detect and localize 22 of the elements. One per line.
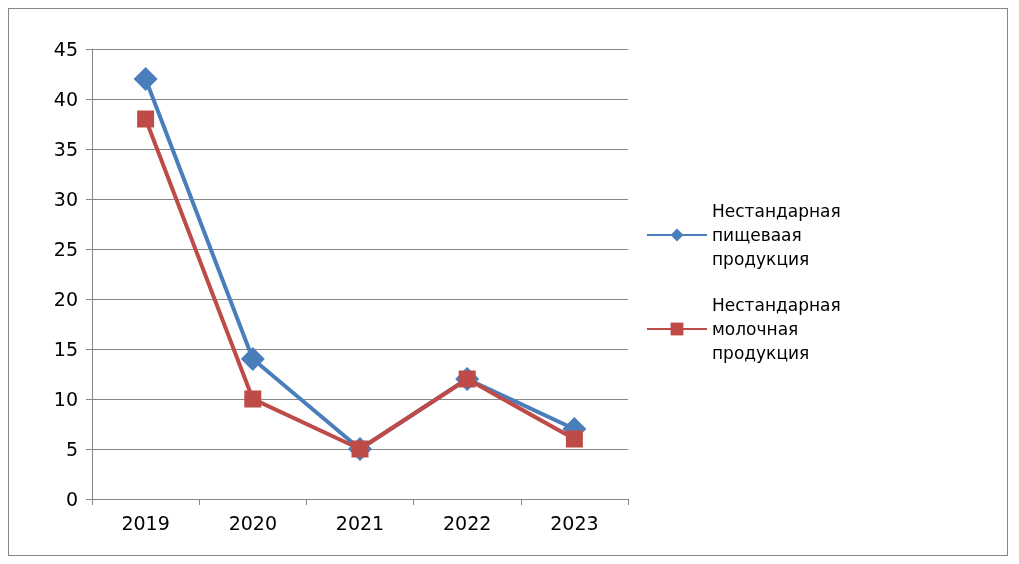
x-tick-label: 2022 [443, 511, 492, 534]
y-tick-label: 35 [53, 138, 78, 160]
y-tick-label: 40 [53, 88, 78, 110]
y-tick-label: 10 [53, 388, 78, 410]
y-tick-label: 0 [65, 488, 78, 510]
point [133, 67, 158, 91]
point [240, 347, 265, 371]
y-tick-label: 15 [53, 338, 78, 360]
point [244, 390, 262, 408]
y-tick-label: 20 [53, 288, 78, 310]
x-tick-label: 2021 [335, 511, 385, 534]
x-tick-label: 2023 [550, 511, 599, 534]
point [137, 110, 155, 128]
legend-label: Нестандарная пищеваая продукция [712, 201, 847, 269]
y-tick-label: 45 [53, 38, 78, 60]
x-tick-label: 2019 [121, 511, 170, 534]
y-tick-label: 25 [53, 238, 78, 260]
point [565, 430, 583, 448]
y-tick-label: 30 [53, 188, 78, 210]
x-tick-label: 2020 [228, 511, 277, 534]
legend-label: Нестандарная молочная продукция [712, 295, 847, 363]
y-tick-label: 5 [65, 438, 78, 460]
